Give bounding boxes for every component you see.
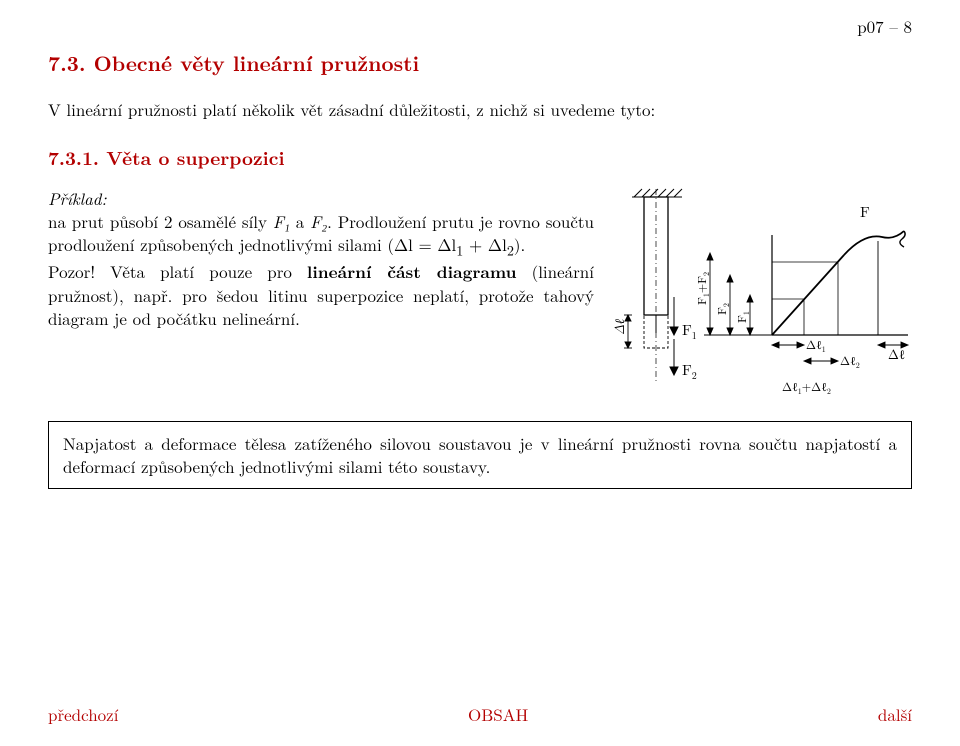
subsection-heading: Věta o superpozici [106, 143, 284, 171]
bold-linear: lineární část diagramu [307, 260, 517, 284]
example-heading: Příklad: [48, 186, 107, 210]
f2-bar-label: F2 [713, 303, 732, 315]
fixed-support-icon [632, 189, 682, 197]
section-title: 7.3. Obecné věty lineární pružnosti [48, 48, 912, 78]
section-heading: Obecné věty lineární pružnosti [94, 48, 420, 78]
subsection-number: 7.3.1. [48, 143, 99, 171]
dl-sum-label: Δℓ1+Δℓ2 [782, 378, 831, 397]
f2-label: F2 [682, 359, 697, 382]
dl-label: Δℓ [612, 318, 628, 335]
end: ). [514, 232, 525, 256]
f1f2-label: F1+F2 [693, 272, 712, 305]
section-number: 7.3. [48, 48, 86, 78]
example-line1b: a [290, 209, 310, 233]
example-text: Příklad: na prut působí 2 osamělé síly F… [48, 187, 594, 330]
plus: + Δl [463, 232, 506, 256]
next-link[interactable]: další [878, 702, 912, 726]
superposition-diagram: Δℓ F1 F2 F1+F2 F2 F1 [612, 187, 912, 407]
dl1-label: Δℓ1 [806, 336, 826, 355]
f1-label: F1 [682, 319, 697, 342]
dl-marks-icon [772, 342, 838, 379]
vec-f2: F⃗₂ [310, 209, 327, 233]
subsection-title: 7.3.1. Věta o superpozici [48, 143, 912, 171]
section-intro: V lineární pružnosti platí několik vět z… [48, 98, 912, 121]
f1-bar-label: F1 [733, 311, 752, 323]
prev-link[interactable]: předchozí [48, 702, 118, 726]
footer-nav: předchozí OBSAH další [48, 702, 912, 726]
example-line1a: na prut působí 2 osamělé síly [48, 209, 273, 233]
sub2: 2 [507, 240, 514, 260]
plot-y-label: F [860, 201, 870, 222]
pozor: Pozor! Věta platí pouze pro [48, 259, 307, 283]
vec-f1: F⃗₁ [273, 209, 290, 233]
dl-total-label: Δℓ [888, 344, 905, 363]
content-row: Příklad: na prut působí 2 osamělé síly F… [48, 187, 912, 407]
page-number: p07 – 8 [857, 14, 912, 38]
toc-link[interactable]: OBSAH [468, 702, 528, 726]
dl-total-icon [878, 241, 908, 348]
force-arrows-icon [656, 297, 678, 375]
dl2-label: Δℓ2 [840, 352, 860, 371]
theorem-box: Napjatost a deformace tělesa zatíženého … [48, 421, 912, 489]
plot-axes-icon [772, 235, 908, 335]
